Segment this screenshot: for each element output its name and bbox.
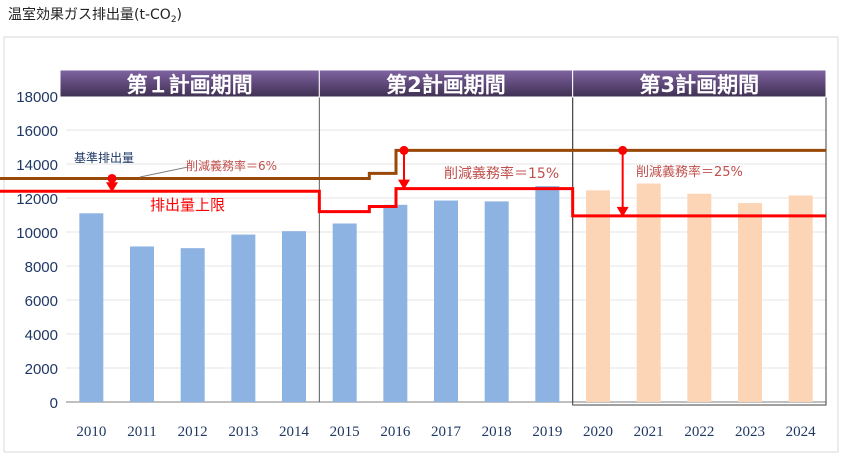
- chart-title: 温室効果ガス排出量(t-CO2): [8, 4, 182, 25]
- y-tick-label: 0: [50, 395, 58, 412]
- bar-2016: [383, 204, 408, 402]
- x-tick-label: 2020: [583, 424, 613, 440]
- annotation-leader: [139, 166, 189, 178]
- bar-2018: [484, 201, 509, 402]
- chart-title-close: ): [176, 7, 183, 23]
- y-tick-label: 18000: [16, 89, 58, 106]
- x-tick-label: 2023: [735, 424, 765, 440]
- period-band-2: [318, 69, 574, 98]
- reduction-arrow-head: [616, 206, 629, 217]
- bar-2019: [535, 186, 560, 402]
- y-tick-label: 12000: [16, 191, 58, 208]
- reduction-arrows: [106, 145, 629, 217]
- x-tick-label: 2019: [532, 424, 562, 440]
- chart-frame: [3, 36, 839, 453]
- y-tick-label: 6000: [25, 293, 58, 310]
- chart-title-main: 温室効果ガス排出量(t-CO: [8, 7, 171, 23]
- x-tick-label: 2013: [228, 424, 258, 440]
- bar-2012: [180, 248, 205, 402]
- period-band-label: 第2計画期間: [386, 73, 506, 97]
- bar-2020: [586, 190, 610, 402]
- bar-2015: [332, 223, 357, 402]
- chart-title-subscript: 2: [170, 15, 177, 25]
- y-tick-label: 4000: [25, 327, 58, 344]
- y-tick-label: 10000: [16, 225, 58, 242]
- reduction-arrow-head: [106, 182, 118, 193]
- y-tick-label: 16000: [16, 123, 58, 140]
- y-tick-label: 8000: [25, 259, 58, 276]
- x-tick-label: 2014: [279, 424, 310, 440]
- cap-label: 排出量上限: [150, 196, 225, 214]
- y-tick-label: 14000: [16, 157, 58, 174]
- period-band-3: [572, 69, 827, 98]
- bars: [79, 183, 813, 402]
- x-tick-label: 2010: [76, 424, 106, 440]
- bar-2024: [788, 195, 813, 402]
- x-tick-label: 2017: [431, 424, 462, 440]
- x-tick-label: 2012: [178, 424, 208, 440]
- x-tick-label: 2022: [684, 424, 714, 440]
- baseline-label: 基準排出量: [74, 150, 134, 165]
- x-tick-label: 2011: [127, 424, 156, 440]
- bar-2022: [687, 193, 712, 402]
- bar-2014: [282, 231, 306, 402]
- bar-2013: [231, 234, 256, 402]
- period-band-label: 第3計画期間: [640, 73, 760, 97]
- x-tick-label: 2018: [482, 424, 512, 440]
- x-axis-ticks: 2010 2011 2012 2013 2014 2015 2016 2017 2018 2019…: [76, 424, 816, 440]
- baseline-line: [0, 148, 826, 180]
- bar-2011: [130, 246, 154, 402]
- x-tick-label: 2021: [634, 424, 664, 440]
- bar-2021: [636, 183, 661, 402]
- x-tick-label: 2016: [380, 424, 411, 440]
- period-bands: 第１計画期間 第2計画期間 第3計画期間: [59, 69, 827, 98]
- period-band-label: 第１計画期間: [127, 73, 253, 97]
- bar-2010: [79, 213, 104, 402]
- reduction-rate-label: 削減義務率＝6%: [186, 158, 277, 173]
- y-axis-ticks: 0 2000 4000 6000 8000 10000 12000 14000 16000 180…: [16, 89, 58, 412]
- bar-2023: [738, 203, 762, 402]
- x-tick-label: 2024: [786, 424, 817, 440]
- reduction-rate-label: 削減義務率＝25%: [636, 164, 743, 180]
- y-tick-label: 2000: [25, 361, 58, 378]
- cap-line: [0, 187, 826, 218]
- bar-2017: [434, 200, 458, 402]
- period-band-1: [59, 69, 320, 98]
- x-tick-label: 2015: [330, 424, 360, 440]
- series-lines: [0, 148, 826, 218]
- reduction-rate-label: 削減義務率＝15%: [444, 165, 559, 182]
- reduction-arrow-head: [398, 179, 410, 190]
